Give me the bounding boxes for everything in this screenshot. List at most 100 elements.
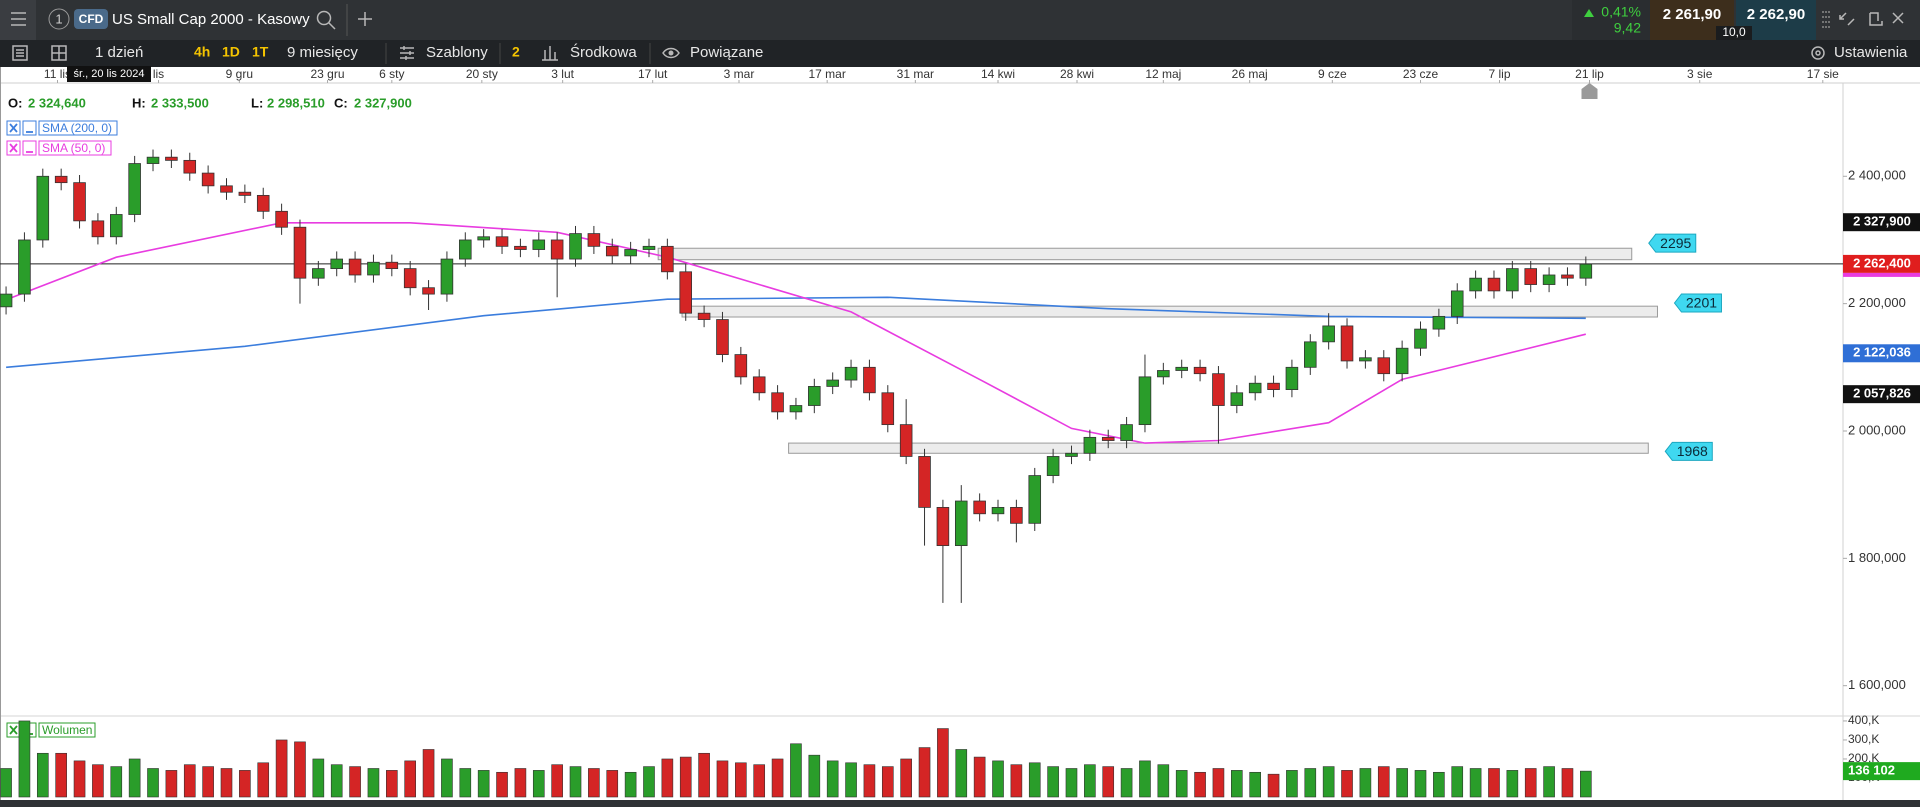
volume-bar [1065,768,1078,798]
volume-bar [0,768,12,798]
ohlc-key: C: [334,95,348,110]
zone-tag [1673,293,1722,313]
volume-bar [1433,771,1445,798]
candle-body [495,236,509,247]
quick-interval[interactable]: 1D [222,44,240,60]
range[interactable]: 9 miesięcy [287,44,358,61]
candle-body [165,156,178,161]
search-icon[interactable] [316,10,336,30]
volume-bar [477,770,490,798]
settings-icon[interactable] [1811,46,1825,60]
volume-bar [1175,770,1188,798]
candle-body [1414,328,1427,349]
scale-icon[interactable] [542,46,558,61]
layout-icon[interactable] [51,45,67,61]
zone [657,247,1633,261]
window-controls[interactable] [1822,11,1904,28]
indicator-legend: SMA (200, 0) SMA (50, 0) Wolumen [6,120,118,738]
change-pct: 0,41% [1601,4,1641,20]
volume-bar [1010,764,1023,798]
quick-interval[interactable]: 4h [194,44,210,60]
ohlc-value: 2 324,640 [28,95,86,110]
interval[interactable]: 1 dzień [95,44,143,61]
volume-bar [1414,770,1427,798]
candle-body [220,185,233,193]
candle-body [1450,290,1464,317]
quick-interval[interactable]: 1T [252,44,269,60]
volume-bar [900,758,912,798]
zone-label: 1968 [1677,443,1708,459]
candle-body [1065,452,1078,457]
last-price-box [1843,254,1920,273]
templates-icon[interactable] [400,46,414,60]
candle-body [1010,506,1023,524]
candle-body [54,175,68,184]
candle-body [1248,382,1262,394]
volume-bar [36,752,49,798]
candle-body [1046,456,1060,476]
volume-bar [826,760,839,798]
volume-bar [955,749,968,798]
menu-button[interactable] [0,0,36,40]
zone-tag [1664,441,1713,461]
add-tab[interactable] [358,12,372,26]
candle-body [109,214,123,238]
candle-body [293,226,307,279]
x-tick-label: 17 mar [808,67,845,81]
spread: 10,0 [1722,25,1746,39]
price-label: 2 057,826 [1853,386,1911,401]
candle-body [1083,436,1097,454]
candle-body [844,366,858,381]
instrument-name[interactable]: US Small Cap 2000 - Kasowy [112,11,310,28]
candle-body [201,172,215,187]
x-tick-label: 26 maj [1232,67,1268,81]
instrument-circle[interactable] [48,8,70,30]
volume-bar [1488,768,1500,798]
legend-close-x [9,725,18,735]
volume-bar [55,752,67,798]
volume-bar [569,766,582,798]
sma-line [5,222,1586,444]
volume-bar [73,760,86,798]
volume-bar [1230,770,1243,798]
volume-bar [790,743,802,798]
volume-bar [1194,771,1206,798]
candle-body [459,239,472,260]
templates[interactable]: Szablony [426,44,488,61]
y-tick-label: 2 400,000 [1848,168,1906,183]
volume-bar [1377,766,1390,798]
up-arrow [1584,9,1594,17]
eye-icon[interactable] [662,47,680,59]
volume-bar [330,764,343,798]
x-tick-label: 23 gru [311,67,345,81]
volume-bar [1322,766,1335,798]
zone-label: 2201 [1686,295,1717,311]
volume-bar [1157,764,1170,798]
candle-body [91,220,105,238]
volume-bar [1028,762,1041,798]
candle-body [422,287,435,295]
volume-bar [918,747,931,798]
linked[interactable]: Powiązane [690,44,763,61]
volume-bar [606,770,619,798]
candle-body [1285,366,1299,390]
volume-bar [1451,766,1464,798]
volume-bar [973,756,986,798]
volume-bar [1267,773,1280,798]
x-tick-label: 9 cze [1318,67,1347,81]
candle-body [532,239,546,250]
candle-body [789,405,803,413]
volume-bar [698,752,710,798]
candle-body [256,194,270,212]
scale[interactable]: Środkowa [570,43,637,61]
volume-bar [1359,768,1372,798]
volume-last-label: 136 102 [1848,763,1895,778]
candle-body [936,506,950,547]
volume-bar [845,762,857,798]
x-tick-label: 3 mar [724,67,755,81]
candle-body [1542,274,1556,285]
list-icon[interactable] [12,45,28,61]
volume-bar [128,758,141,798]
settings[interactable]: Ustawienia [1834,44,1908,61]
volume-bar [1139,760,1151,798]
